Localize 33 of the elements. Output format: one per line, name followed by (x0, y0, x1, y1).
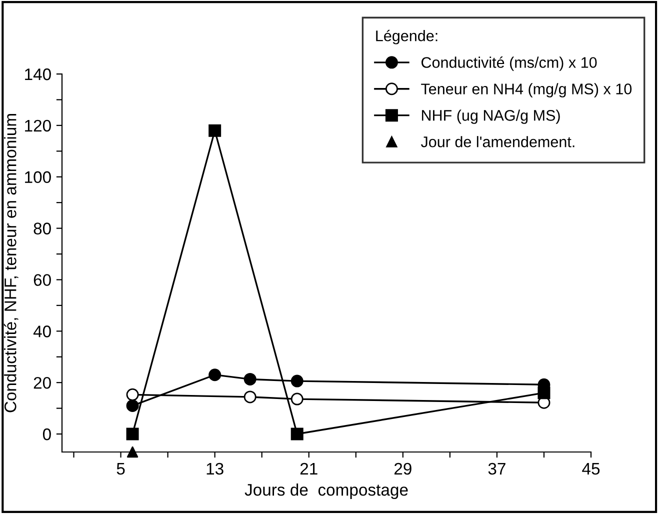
point (290, 392, 304, 406)
x-tick-label: 13 (206, 462, 224, 475)
legend-label: Jour de l'amendement. (420, 136, 574, 148)
legend-label: NHF (ug NAG/g MS) (422, 110, 560, 124)
y-tick-label: 0 (42, 428, 51, 440)
x-tick-label: 5 (116, 463, 125, 475)
point (126, 399, 139, 412)
y-tick-label: 100 (25, 171, 51, 184)
point (126, 388, 139, 401)
x-tick-label: 45 (582, 463, 600, 475)
y-tick-label: 40 (33, 326, 51, 338)
x-axis-title: Jours de compostage (244, 484, 408, 500)
legend-label: Teneur en NH4 (mg/g MS) x 10 (421, 83, 632, 98)
point (208, 368, 222, 382)
y-tick-label: 60 (34, 274, 51, 286)
point (244, 372, 256, 386)
point (290, 428, 304, 440)
y-axis-title: Conductivité, NHF, teneur en ammonium (4, 114, 18, 412)
y-tick-label: 140 (25, 68, 51, 80)
x-tick-label: 21 (300, 462, 318, 474)
y-tick-label: 120 (25, 120, 51, 132)
y-tick-label: 20 (34, 376, 51, 389)
x-tick-label: 37 (488, 462, 506, 475)
point (244, 390, 256, 404)
point (538, 386, 550, 400)
point (126, 446, 138, 458)
legend-label: Conductivité (ms/cm) x 10 (422, 56, 597, 71)
point (208, 124, 222, 137)
point (290, 374, 304, 388)
x-tick-label: 29 (394, 462, 412, 475)
y-tick-label: 80 (34, 222, 51, 234)
point (126, 428, 139, 440)
legend-title: Légende: (376, 30, 438, 44)
